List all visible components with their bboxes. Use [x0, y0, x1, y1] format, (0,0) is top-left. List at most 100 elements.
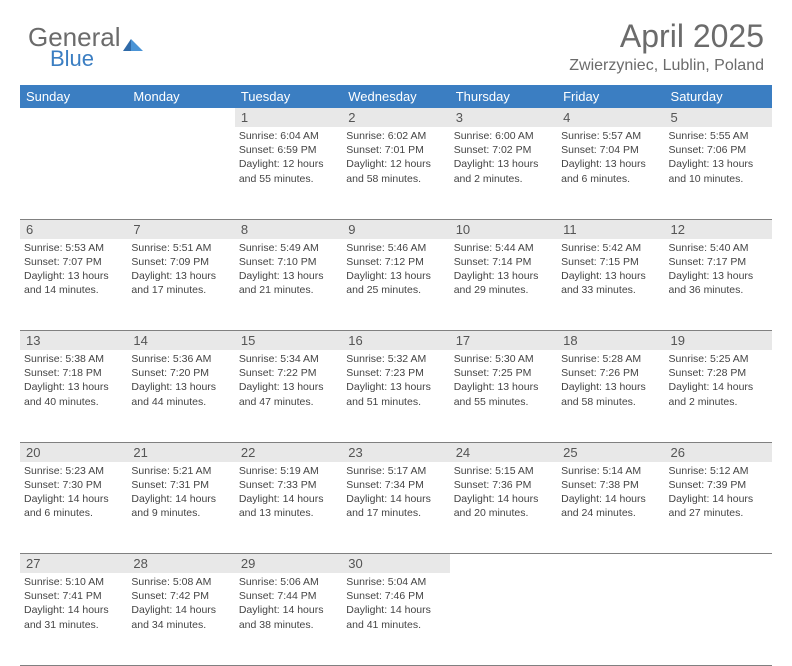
daylight-text: Daylight: 13 hours and 44 minutes. [131, 380, 230, 408]
sunset-text: Sunset: 7:41 PM [24, 589, 123, 603]
day-cell: Sunrise: 5:14 AMSunset: 7:38 PMDaylight:… [557, 462, 664, 554]
sunrise-text: Sunrise: 5:14 AM [561, 464, 660, 478]
day-cell: Sunrise: 5:15 AMSunset: 7:36 PMDaylight:… [450, 462, 557, 554]
day-number: 12 [665, 219, 772, 239]
sunrise-text: Sunrise: 6:04 AM [239, 129, 338, 143]
day-details: Sunrise: 5:12 AMSunset: 7:39 PMDaylight:… [669, 462, 768, 521]
day-cell: Sunrise: 5:38 AMSunset: 7:18 PMDaylight:… [20, 350, 127, 442]
day-cell: Sunrise: 5:19 AMSunset: 7:33 PMDaylight:… [235, 462, 342, 554]
day-number: 13 [20, 331, 127, 351]
day-number: 15 [235, 331, 342, 351]
sunset-text: Sunset: 7:31 PM [131, 478, 230, 492]
day-number: 4 [557, 108, 664, 127]
day-number: 5 [665, 108, 772, 127]
sunset-text: Sunset: 7:02 PM [454, 143, 553, 157]
day-number: 16 [342, 331, 449, 351]
day-number [450, 554, 557, 574]
day-number [127, 108, 234, 127]
day-details: Sunrise: 5:17 AMSunset: 7:34 PMDaylight:… [346, 462, 445, 521]
sunset-text: Sunset: 7:23 PM [346, 366, 445, 380]
sunset-text: Sunset: 7:33 PM [239, 478, 338, 492]
daylight-text: Daylight: 14 hours and 9 minutes. [131, 492, 230, 520]
day-cell: Sunrise: 5:55 AMSunset: 7:06 PMDaylight:… [665, 127, 772, 219]
sunrise-text: Sunrise: 5:36 AM [131, 352, 230, 366]
sunset-text: Sunset: 7:26 PM [561, 366, 660, 380]
sunset-text: Sunset: 7:18 PM [24, 366, 123, 380]
sunrise-text: Sunrise: 5:34 AM [239, 352, 338, 366]
daylight-text: Daylight: 13 hours and 21 minutes. [239, 269, 338, 297]
day-number: 27 [20, 554, 127, 574]
calendar-head: SundayMondayTuesdayWednesdayThursdayFrid… [20, 85, 772, 108]
daylight-text: Daylight: 12 hours and 58 minutes. [346, 157, 445, 185]
sunset-text: Sunset: 7:22 PM [239, 366, 338, 380]
day-details: Sunrise: 5:21 AMSunset: 7:31 PMDaylight:… [131, 462, 230, 521]
day-number [557, 554, 664, 574]
daylight-text: Daylight: 14 hours and 13 minutes. [239, 492, 338, 520]
daylight-text: Daylight: 13 hours and 14 minutes. [24, 269, 123, 297]
day-details: Sunrise: 6:02 AMSunset: 7:01 PMDaylight:… [346, 127, 445, 186]
day-details: Sunrise: 5:55 AMSunset: 7:06 PMDaylight:… [669, 127, 768, 186]
day-number: 3 [450, 108, 557, 127]
day-details: Sunrise: 5:40 AMSunset: 7:17 PMDaylight:… [669, 239, 768, 298]
sunrise-text: Sunrise: 5:15 AM [454, 464, 553, 478]
daylight-text: Daylight: 14 hours and 2 minutes. [669, 380, 768, 408]
weekday-header: Monday [127, 85, 234, 108]
day-details: Sunrise: 5:38 AMSunset: 7:18 PMDaylight:… [24, 350, 123, 409]
sunrise-text: Sunrise: 5:19 AM [239, 464, 338, 478]
weekday-header: Thursday [450, 85, 557, 108]
sunset-text: Sunset: 7:14 PM [454, 255, 553, 269]
day-details: Sunrise: 5:19 AMSunset: 7:33 PMDaylight:… [239, 462, 338, 521]
weekday-header: Tuesday [235, 85, 342, 108]
day-cell: Sunrise: 5:36 AMSunset: 7:20 PMDaylight:… [127, 350, 234, 442]
daylight-text: Daylight: 13 hours and 2 minutes. [454, 157, 553, 185]
brand-text-2: Blue [50, 46, 94, 72]
sunrise-text: Sunrise: 5:55 AM [669, 129, 768, 143]
sunset-text: Sunset: 7:07 PM [24, 255, 123, 269]
day-cell: Sunrise: 5:21 AMSunset: 7:31 PMDaylight:… [127, 462, 234, 554]
sunrise-text: Sunrise: 5:30 AM [454, 352, 553, 366]
sunrise-text: Sunrise: 5:38 AM [24, 352, 123, 366]
sunset-text: Sunset: 7:17 PM [669, 255, 768, 269]
daylight-text: Daylight: 13 hours and 58 minutes. [561, 380, 660, 408]
weekday-header: Friday [557, 85, 664, 108]
daylight-text: Daylight: 13 hours and 10 minutes. [669, 157, 768, 185]
day-cell: Sunrise: 5:53 AMSunset: 7:07 PMDaylight:… [20, 239, 127, 331]
day-cell: Sunrise: 5:46 AMSunset: 7:12 PMDaylight:… [342, 239, 449, 331]
day-cell: Sunrise: 5:42 AMSunset: 7:15 PMDaylight:… [557, 239, 664, 331]
weekday-header: Sunday [20, 85, 127, 108]
calendar-body: 12345Sunrise: 6:04 AMSunset: 6:59 PMDayl… [20, 108, 772, 665]
daylight-text: Daylight: 14 hours and 34 minutes. [131, 603, 230, 631]
day-number: 8 [235, 219, 342, 239]
sunrise-text: Sunrise: 5:25 AM [669, 352, 768, 366]
day-details: Sunrise: 5:32 AMSunset: 7:23 PMDaylight:… [346, 350, 445, 409]
day-cell: Sunrise: 5:57 AMSunset: 7:04 PMDaylight:… [557, 127, 664, 219]
sunset-text: Sunset: 7:38 PM [561, 478, 660, 492]
sunset-text: Sunset: 7:30 PM [24, 478, 123, 492]
day-cell: Sunrise: 5:25 AMSunset: 7:28 PMDaylight:… [665, 350, 772, 442]
sunset-text: Sunset: 7:06 PM [669, 143, 768, 157]
sunset-text: Sunset: 7:42 PM [131, 589, 230, 603]
day-cell [450, 573, 557, 665]
day-number: 9 [342, 219, 449, 239]
day-number: 24 [450, 442, 557, 462]
sunrise-text: Sunrise: 5:06 AM [239, 575, 338, 589]
sunset-text: Sunset: 7:10 PM [239, 255, 338, 269]
sunset-text: Sunset: 7:36 PM [454, 478, 553, 492]
day-cell [665, 573, 772, 665]
day-details: Sunrise: 5:53 AMSunset: 7:07 PMDaylight:… [24, 239, 123, 298]
sunrise-text: Sunrise: 6:00 AM [454, 129, 553, 143]
day-number: 7 [127, 219, 234, 239]
sunset-text: Sunset: 7:20 PM [131, 366, 230, 380]
sunrise-text: Sunrise: 5:08 AM [131, 575, 230, 589]
sunset-text: Sunset: 7:46 PM [346, 589, 445, 603]
day-cell: Sunrise: 6:00 AMSunset: 7:02 PMDaylight:… [450, 127, 557, 219]
day-number: 17 [450, 331, 557, 351]
day-number: 30 [342, 554, 449, 574]
day-number: 22 [235, 442, 342, 462]
day-number: 10 [450, 219, 557, 239]
sunset-text: Sunset: 7:28 PM [669, 366, 768, 380]
sunset-text: Sunset: 7:39 PM [669, 478, 768, 492]
day-number: 26 [665, 442, 772, 462]
sunrise-text: Sunrise: 5:51 AM [131, 241, 230, 255]
day-details: Sunrise: 5:08 AMSunset: 7:42 PMDaylight:… [131, 573, 230, 632]
